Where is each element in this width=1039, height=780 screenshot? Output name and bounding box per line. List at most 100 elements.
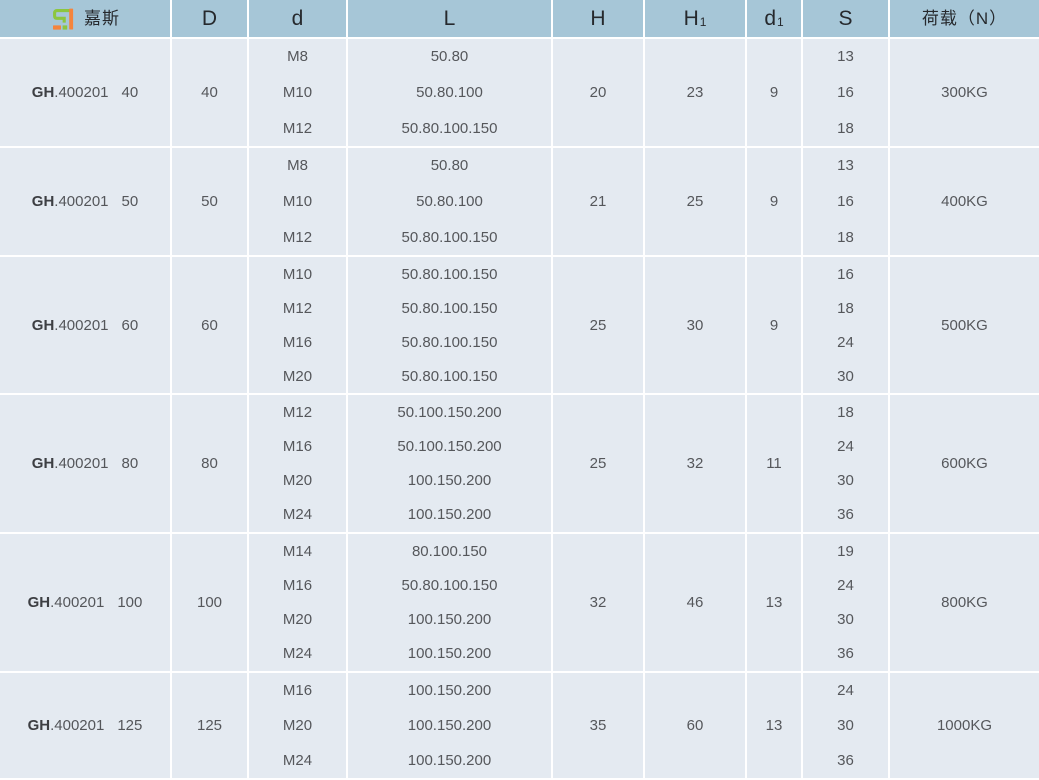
model-code-prefix: GH: [31, 316, 55, 334]
H-cell: 25: [553, 257, 643, 393]
d-cell: M14 M16 M20 M24: [249, 534, 346, 671]
model-cell: GH .400201 50: [0, 148, 170, 255]
D-cell: 100: [172, 534, 247, 671]
S-cell: 24 30 36: [803, 673, 888, 778]
model-code-rest: .400201: [50, 594, 105, 611]
d1-cell: 11: [747, 395, 801, 532]
S-cell: 18 24 30 36: [803, 395, 888, 532]
model-code-prefix: GH: [31, 84, 55, 101]
H-cell: 35: [553, 673, 643, 778]
d-cell: M10 M12 M16 M20: [249, 257, 346, 393]
col-header-H: H: [553, 0, 643, 37]
model-cell: GH .400201 60: [0, 257, 170, 393]
d1-cell: 9: [747, 257, 801, 393]
S-value: 36: [837, 506, 854, 524]
L-value: 50.100.150.200: [397, 403, 502, 421]
model-size: 80: [121, 455, 139, 472]
d-cell: M16 M20 M24: [249, 673, 346, 778]
H1-cell: 46: [645, 534, 745, 671]
model-size: 50: [121, 193, 139, 210]
S-value: 30: [837, 367, 854, 385]
d-value: M24: [282, 506, 313, 524]
L-value: 50.80.100.150: [401, 576, 498, 594]
L-cell: 50.100.150.200 50.100.150.200 100.150.20…: [348, 395, 551, 532]
D-cell: 80: [172, 395, 247, 532]
S-cell: 19 24 30 36: [803, 534, 888, 671]
L-value: 100.150.200: [407, 611, 492, 629]
d1-cell: 13: [747, 534, 801, 671]
L-value: 50.80: [430, 157, 469, 175]
model-cell: GH .400201 40: [0, 39, 170, 146]
d-value: M12: [282, 403, 313, 421]
brand-header-cell: 嘉斯: [0, 0, 170, 37]
L-value: 50.80.100.150: [401, 367, 498, 385]
d-value: M24: [282, 752, 313, 769]
L-value: 100.150.200: [407, 472, 492, 490]
d-value: M16: [282, 333, 313, 351]
model-size: 125: [117, 717, 143, 734]
D-cell: 60: [172, 257, 247, 393]
S-value: 36: [837, 645, 854, 663]
d-value: M10: [282, 265, 313, 283]
col-header-d: d: [249, 0, 346, 37]
S-value: 24: [837, 437, 854, 455]
load-cell: 500KG: [890, 257, 1039, 393]
model-code-rest: .400201: [54, 455, 109, 472]
H1-cell: 25: [645, 148, 745, 255]
d-value: M20: [282, 472, 313, 490]
S-cell: 16 18 24 30: [803, 257, 888, 393]
S-value: 36: [837, 752, 854, 769]
S-cell: 13 16 18: [803, 39, 888, 146]
model-code-rest: .400201: [54, 84, 109, 101]
d-value: M12: [282, 299, 313, 317]
H-cell: 21: [553, 148, 643, 255]
S-value: 24: [837, 682, 854, 699]
S-value: 30: [837, 472, 854, 490]
d-value: M14: [282, 542, 313, 560]
S-value: 18: [837, 403, 854, 421]
d1-cell: 13: [747, 673, 801, 778]
L-value: 50.80.100: [416, 83, 483, 101]
d-cell: M12 M16 M20 M24: [249, 395, 346, 532]
L-value: 50.80: [430, 48, 469, 66]
col-header-L: L: [348, 0, 551, 37]
S-value: 18: [837, 228, 854, 246]
d-value: M12: [282, 228, 313, 246]
d-value: M16: [282, 576, 313, 594]
model-code-prefix: GH: [27, 717, 51, 734]
L-value: 50.80.100.150: [401, 265, 498, 283]
d-value: M20: [282, 717, 313, 734]
d-value: M8: [287, 48, 308, 66]
model-code-rest: .400201: [54, 193, 109, 210]
model-size: 40: [121, 84, 139, 101]
brand-name: 嘉斯: [84, 9, 120, 28]
H1-cell: 32: [645, 395, 745, 532]
d1-cell: 9: [747, 148, 801, 255]
model-code-prefix: GH: [31, 193, 55, 210]
L-cell: 50.80.100.150 50.80.100.150 50.80.100.15…: [348, 257, 551, 393]
S-cell: 13 16 18: [803, 148, 888, 255]
H-cell: 32: [553, 534, 643, 671]
d-value: M20: [282, 611, 313, 629]
D-cell: 125: [172, 673, 247, 778]
D-cell: 50: [172, 148, 247, 255]
col-header-load: 荷载（N）: [890, 0, 1039, 37]
L-cell: 50.80 50.80.100 50.80.100.150: [348, 39, 551, 146]
load-cell: 800KG: [890, 534, 1039, 671]
col-header-D: D: [172, 0, 247, 37]
load-cell: 1000KG: [890, 673, 1039, 778]
col-header-S: S: [803, 0, 888, 37]
H-cell: 20: [553, 39, 643, 146]
model-size: 100: [117, 594, 143, 611]
L-cell: 100.150.200 100.150.200 100.150.200: [348, 673, 551, 778]
S-value: 16: [837, 83, 854, 101]
L-value: 50.80.100.150: [401, 299, 498, 317]
model-size: 60: [121, 316, 139, 334]
L-value: 100.150.200: [407, 506, 492, 524]
L-value: 50.80.100.150: [401, 119, 498, 137]
load-cell: 600KG: [890, 395, 1039, 532]
d-value: M16: [282, 437, 313, 455]
L-cell: 50.80 50.80.100 50.80.100.150: [348, 148, 551, 255]
d1-cell: 9: [747, 39, 801, 146]
